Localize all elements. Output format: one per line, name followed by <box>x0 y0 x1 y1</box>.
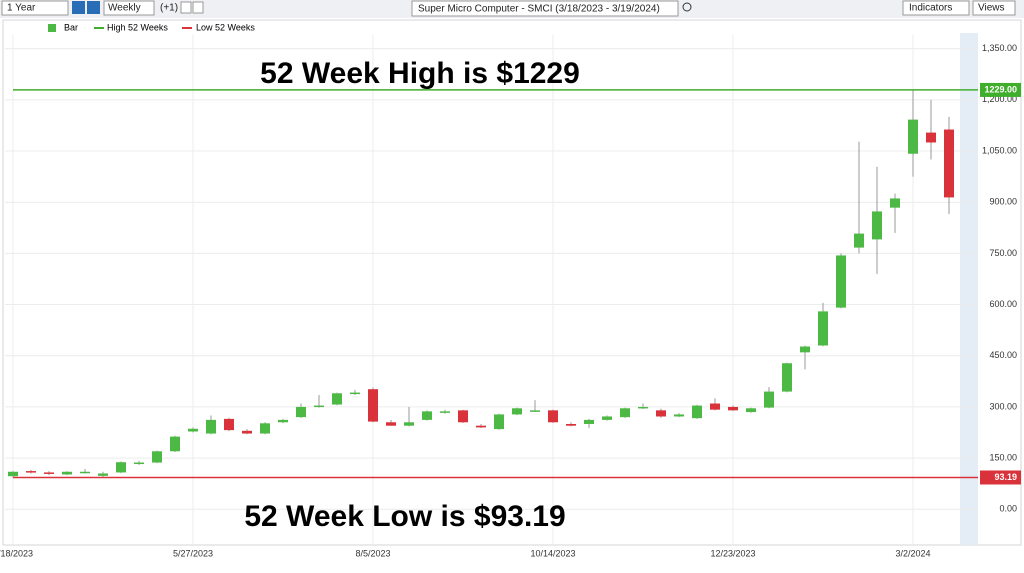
candle-body <box>296 406 306 418</box>
high-annotation: 52 Week High is $1229 <box>260 57 580 90</box>
candle-body <box>242 430 252 434</box>
y-tick-label: 1,050.00 <box>982 145 1017 155</box>
candle-body <box>656 410 666 417</box>
candle-body <box>818 311 828 346</box>
candle-body <box>44 472 54 474</box>
candle-body <box>746 408 756 413</box>
y-tick-label: 900.00 <box>989 197 1017 207</box>
candle-body <box>638 406 648 409</box>
symbol-text: Super Micro Computer - SMCI (3/18/2023 -… <box>418 4 660 15</box>
candle-body <box>728 406 738 411</box>
candle-body <box>152 451 162 463</box>
y-tick-label: 0.00 <box>999 504 1017 514</box>
search-icon[interactable] <box>682 2 692 12</box>
candle-body <box>116 462 126 473</box>
y-tick-label: 300.00 <box>989 401 1017 411</box>
legend-low: Low 52 Weeks <box>196 22 255 32</box>
y-tick-label: 600.00 <box>989 299 1017 309</box>
candle-body <box>692 405 702 419</box>
low-annotation: 52 Week Low is $93.19 <box>244 500 565 533</box>
reference-label-box <box>980 82 1021 97</box>
candle-body <box>422 411 432 420</box>
candle-body <box>332 393 342 405</box>
candle-body <box>926 132 936 143</box>
plot-frame <box>2 19 1022 546</box>
candle-body <box>620 408 630 418</box>
offset-minus[interactable] <box>192 1 204 14</box>
candle-body <box>260 423 270 434</box>
reference-label: 93.19 <box>994 472 1017 482</box>
candle-body <box>80 471 90 474</box>
x-tick-label: 12/23/2023 <box>710 548 755 558</box>
legend-high: High 52 Weeks <box>107 22 168 32</box>
candle-body <box>872 211 882 240</box>
symbol-box[interactable] <box>411 0 679 17</box>
zoom-in[interactable] <box>72 1 85 14</box>
candle-body <box>836 255 846 308</box>
candle-body <box>854 233 864 248</box>
x-tick-label: 8/5/2023 <box>355 548 390 558</box>
range-select[interactable] <box>1 0 69 16</box>
candle-body <box>494 414 504 430</box>
offset-text: (+1) <box>160 3 178 14</box>
candle-body <box>890 198 900 208</box>
y-tick-label: 1,200.00 <box>982 94 1017 104</box>
candle-body <box>8 471 18 477</box>
x-tick-label: 10/14/2023 <box>530 548 575 558</box>
indicators-button[interactable] <box>902 0 970 16</box>
candle-body <box>944 129 954 198</box>
candle-body <box>530 410 540 412</box>
candle-body <box>188 428 198 432</box>
candle-body <box>458 410 468 423</box>
reference-label-box <box>980 470 1021 485</box>
y-tick-label: 150.00 <box>989 452 1017 462</box>
candle-body <box>278 419 288 423</box>
candle-body <box>62 471 72 475</box>
candle-body <box>512 408 522 415</box>
legend-bar-swatch <box>48 24 56 32</box>
indicators-text: Indicators <box>909 3 952 14</box>
y-tick-label: 450.00 <box>989 350 1017 360</box>
candle-body <box>584 419 594 424</box>
candle-body <box>350 392 360 395</box>
interval-text: Weekly <box>108 3 141 14</box>
range-text: 1 Year <box>7 3 36 14</box>
interval-select[interactable] <box>103 0 155 16</box>
candle-body <box>26 471 36 473</box>
candle-body <box>134 462 144 465</box>
candle-body <box>800 346 810 353</box>
candle-body <box>674 414 684 417</box>
x-tick-label: 3/18/2023 <box>0 548 33 558</box>
candle-body <box>476 425 486 428</box>
candle-body <box>548 410 558 423</box>
candle-body <box>314 405 324 408</box>
candle-body <box>566 423 576 426</box>
candle-body <box>404 422 414 426</box>
candle-body <box>386 422 396 426</box>
candle-body <box>782 363 792 392</box>
legend-bar: Bar <box>64 22 78 32</box>
candle-body <box>602 416 612 420</box>
candle-body <box>206 419 216 434</box>
candle-body <box>908 119 918 154</box>
y-tick-label: 750.00 <box>989 248 1017 258</box>
candle-body <box>368 389 378 422</box>
candle-body <box>224 418 234 431</box>
candle-body <box>98 473 108 476</box>
candle-body <box>170 436 180 452</box>
views-text: Views <box>978 3 1005 14</box>
x-tick-label: 5/27/2023 <box>173 548 213 558</box>
y-tick-label: 1,350.00 <box>982 43 1017 53</box>
future-band <box>960 33 978 545</box>
x-tick-label: 3/2/2024 <box>895 548 930 558</box>
views-button[interactable] <box>972 0 1016 16</box>
zoom-out[interactable] <box>87 1 100 14</box>
candle-body <box>710 403 720 410</box>
reference-label: 1229.00 <box>984 84 1017 94</box>
candle-body <box>764 391 774 408</box>
offset-plus[interactable] <box>180 1 192 14</box>
candle-body <box>440 411 450 413</box>
